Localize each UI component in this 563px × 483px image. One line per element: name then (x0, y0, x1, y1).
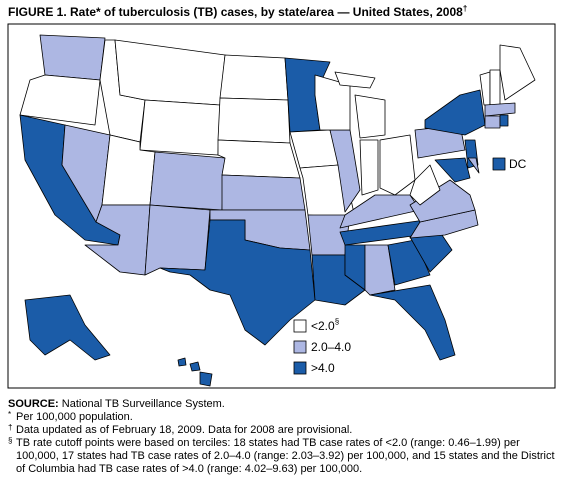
note-text: TB rate cutoff points were based on terc… (16, 437, 555, 475)
frame (7, 23, 556, 389)
legend: <2.0§ 2.0–4.0 >4.0 (293, 317, 351, 375)
legend-text: >4.0 (311, 361, 335, 375)
state (177, 357, 187, 367)
title-text: FIGURE 1. Rate* of tuberculosis (TB) cas… (8, 5, 463, 19)
note: § TB rate cutoff points were based on ter… (8, 436, 556, 476)
dc-box (492, 157, 506, 171)
state (217, 97, 291, 144)
state (409, 179, 476, 223)
legend-label: >4.0 (311, 361, 335, 375)
state (334, 71, 376, 89)
state (364, 244, 396, 296)
state (499, 44, 536, 101)
state (424, 89, 486, 136)
title: FIGURE 1. Rate* of tuberculosis (TB) cas… (8, 4, 467, 19)
notes: SOURCE: National TB Surveillance System.… (8, 398, 556, 476)
state (19, 74, 101, 126)
legend-label: 2.0–4.0 (311, 340, 351, 354)
state (189, 361, 201, 372)
state (114, 39, 226, 106)
states (19, 34, 536, 387)
source-label: SOURCE: (8, 398, 59, 410)
note-text: Data updated as of February 18, 2009. Da… (16, 424, 353, 436)
state (489, 69, 501, 106)
state (409, 164, 441, 206)
note-mark: § (8, 436, 13, 445)
legend-label: <2.0§ (311, 317, 339, 333)
state (144, 204, 211, 276)
state (434, 157, 471, 183)
state (221, 174, 306, 211)
source-text: National TB Surveillance System. (61, 398, 225, 410)
note-text: Per 100,000 population. (16, 411, 133, 423)
legend-swatch (293, 319, 307, 333)
state (379, 134, 416, 196)
note-list: * Per 100,000 population. † Data updated as… (8, 410, 556, 476)
note-mark: * (8, 410, 12, 419)
note-mark: † (8, 423, 13, 432)
legend-swatch (293, 361, 307, 375)
state (484, 115, 501, 129)
legend-mark: § (335, 317, 339, 326)
state (359, 139, 379, 196)
state (219, 54, 289, 101)
legend-text: <2.0 (311, 319, 335, 333)
state (354, 94, 386, 139)
state (369, 284, 456, 361)
legend-swatch (293, 340, 307, 354)
state (484, 102, 516, 117)
state (499, 114, 509, 127)
state (24, 294, 111, 361)
state (199, 371, 213, 387)
state (159, 219, 316, 346)
legend-text: 2.0–4.0 (311, 340, 351, 354)
state (149, 151, 226, 211)
dc-label: DC (509, 157, 527, 171)
state (39, 34, 106, 81)
note: * Per 100,000 population. (8, 410, 556, 424)
state (139, 99, 221, 156)
note: † Data updated as of February 18, 2009. D… (8, 423, 556, 437)
source: SOURCE: National TB Surveillance System. (8, 398, 556, 411)
map: DC <2.0§ 2.0–4.0 >4.0 (7, 23, 556, 389)
title-mark: † (462, 4, 468, 13)
state (467, 157, 480, 174)
state (217, 139, 301, 179)
